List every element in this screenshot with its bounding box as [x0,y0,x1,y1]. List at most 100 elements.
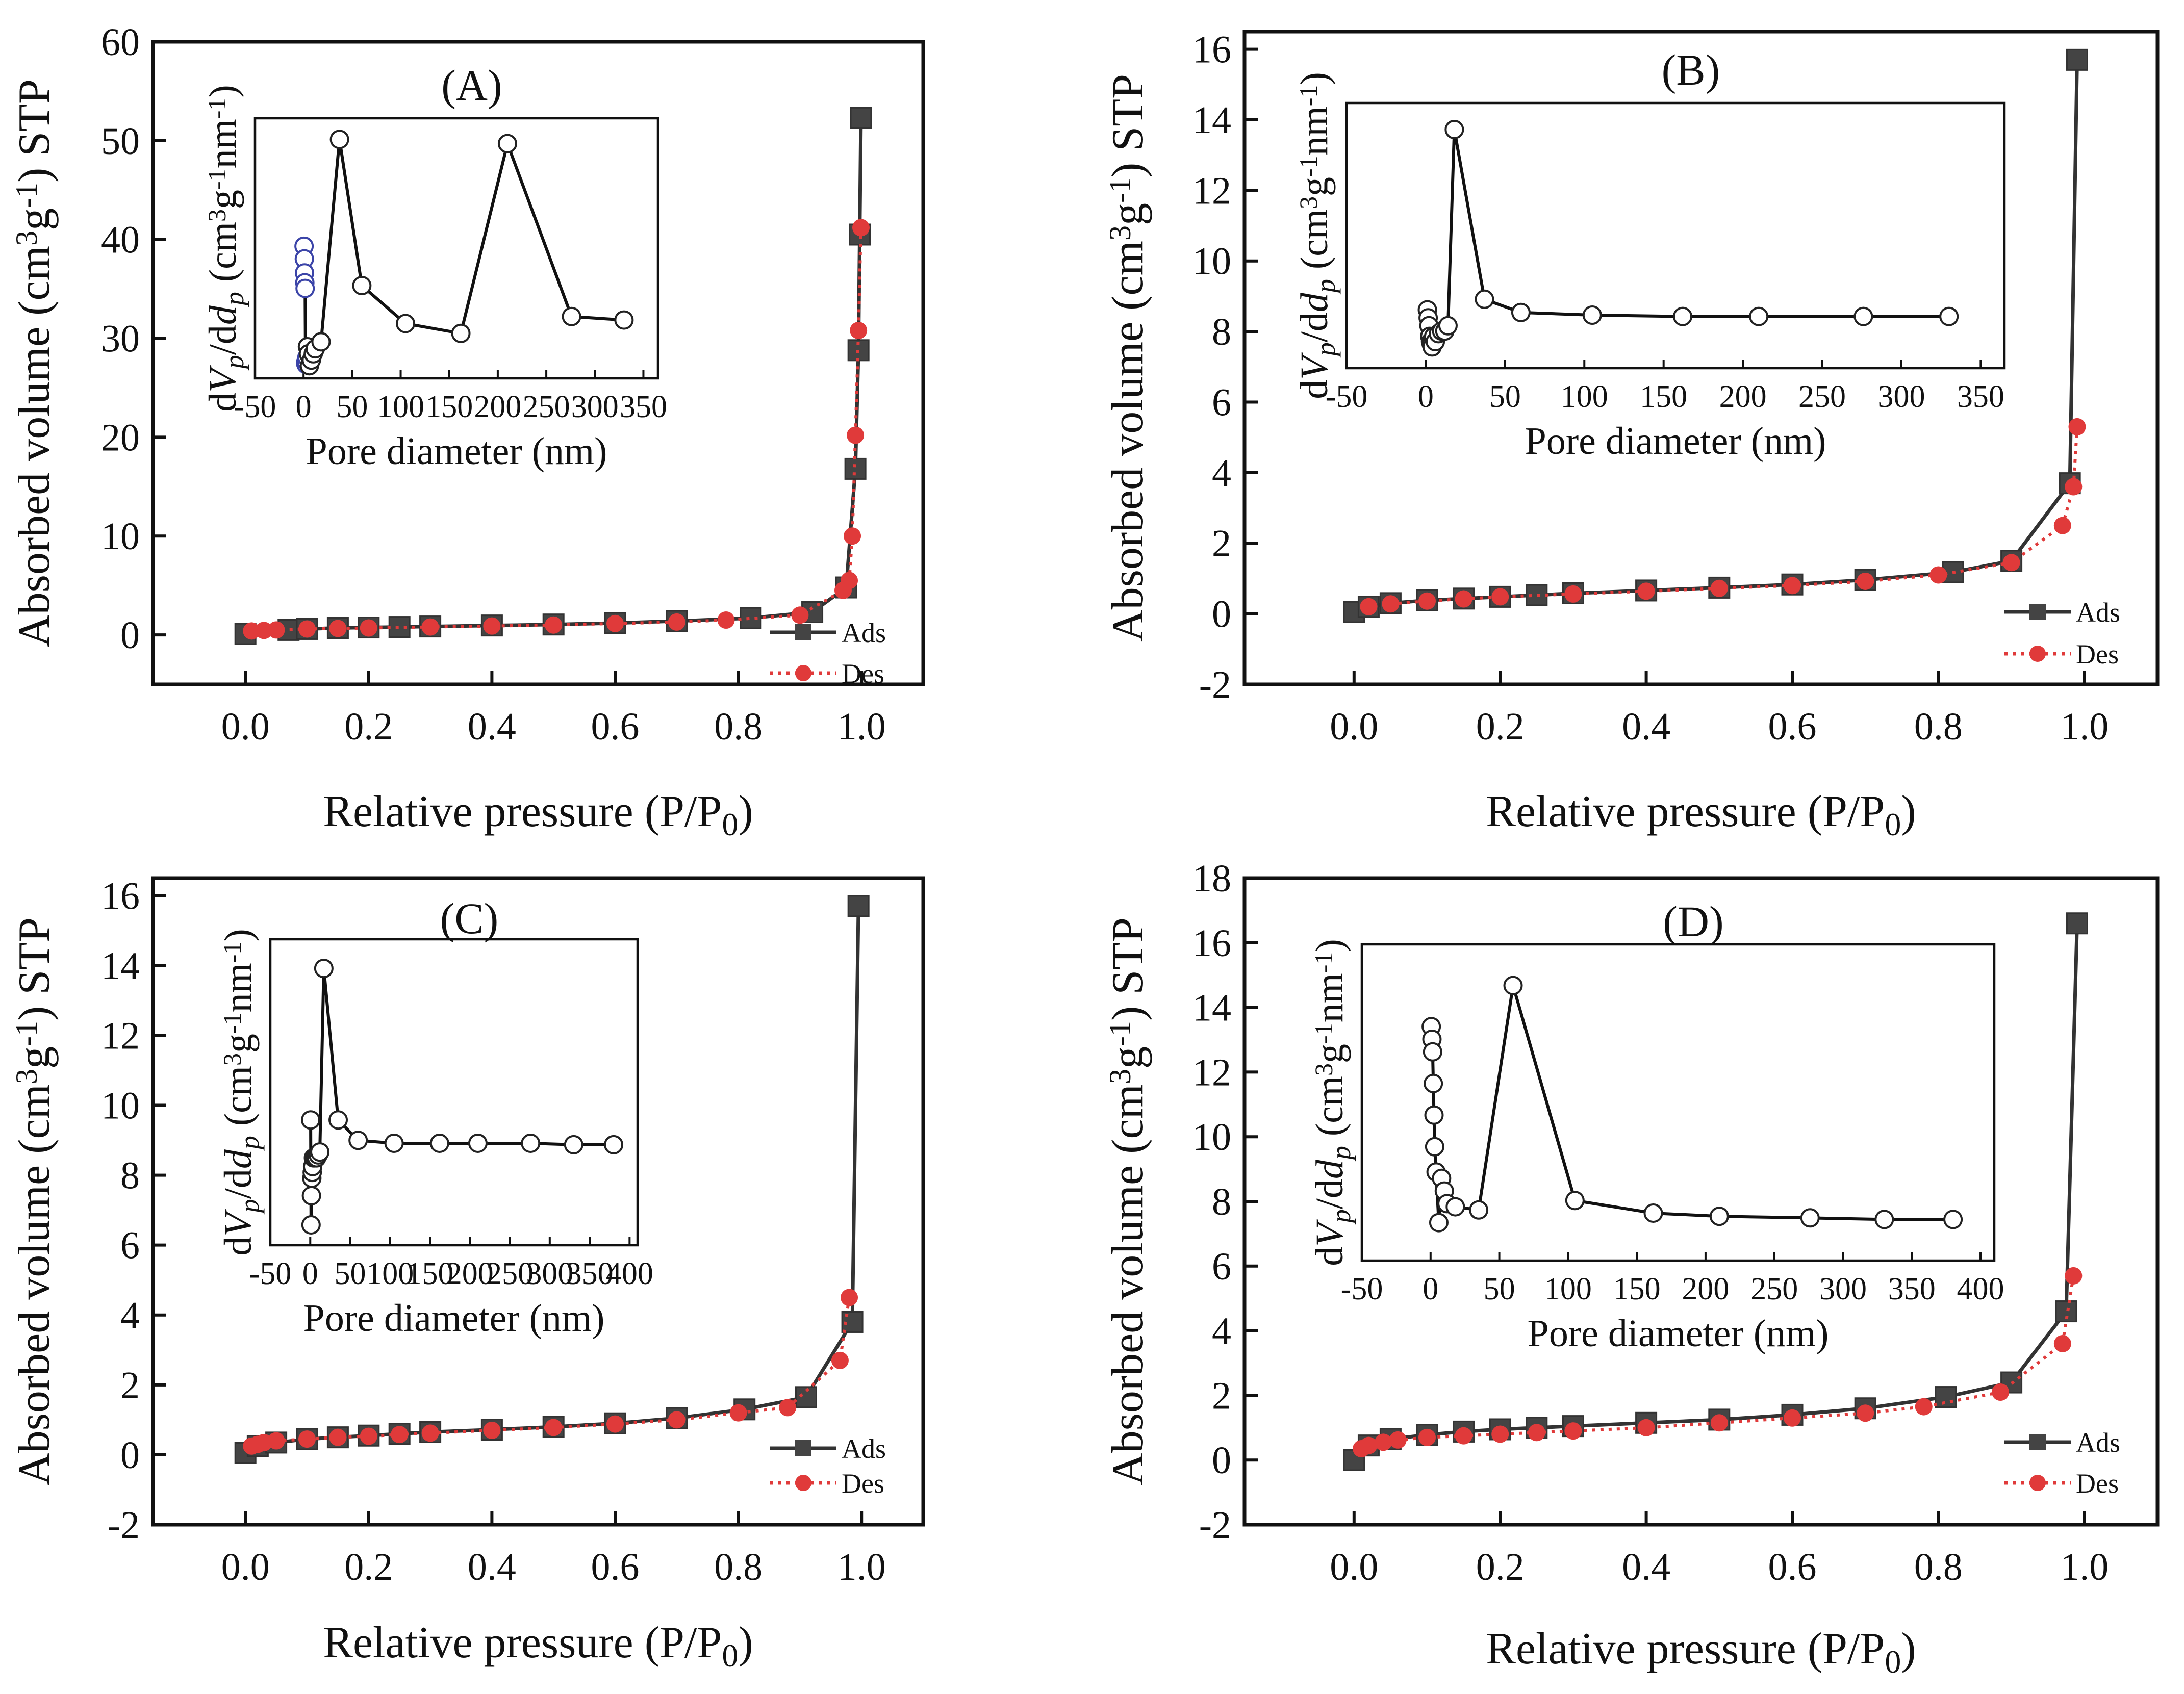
inset-point [1672,306,1692,326]
inset-point [564,1135,583,1154]
inset-point [562,306,581,326]
x-tick-label: 0.8 [714,705,763,748]
y-tick-label: 12 [101,1014,140,1057]
inset-point [301,1186,321,1205]
inset-point [1475,289,1494,309]
legend-marker-des [795,1475,811,1491]
y-tick-label: 18 [1192,857,1231,900]
x-tick-label: 0.6 [591,1546,640,1588]
y-tick-label: 4 [1212,452,1231,495]
y-tick-label: 0 [1212,1439,1231,1482]
inset-x-tick-label: 0 [302,1256,318,1291]
inset-x-tick-label: 350 [1957,379,2004,414]
legend-label-des: Des [842,1468,884,1499]
inset-point [311,332,331,352]
inset-x-tick-label: 400 [606,1256,653,1291]
des-point [360,619,377,637]
panel-b: 0.0 0.2 0.4 0.6 0.8 1.0 -2 0 2 4 6 8 10 12 14 16 Relativ… [1103,29,2160,842]
des-point [267,621,285,639]
legend-marker-ads [795,1440,811,1456]
y-tick-label: 8 [1212,1180,1231,1223]
x-tick-label: 0.4 [468,1546,516,1588]
inset-x-tick-label: 200 [1682,1272,1729,1306]
des-point [1353,1440,1370,1458]
x-tick-label: 0.6 [1768,705,1817,748]
inset-point [1445,1197,1465,1217]
des-point [1637,582,1655,600]
des-point [421,618,439,636]
y-tick-label: 2 [1212,522,1231,565]
inset-x-tick-label: -50 [1341,1272,1383,1306]
inset-x-tick-label: 350 [566,1256,614,1291]
y-tick-label: 30 [101,318,140,361]
legend-label-ads: Ads [842,1433,886,1464]
inset-point [1424,1073,1443,1093]
inset-x-tick-label: 250 [486,1256,534,1291]
inset-point [468,1134,488,1153]
y-tick-label: 50 [101,120,140,163]
y-tick-label: 0 [1212,593,1231,636]
x-tick-label: 1.0 [837,705,886,748]
x-tick-label: 0.2 [344,705,393,748]
y-tick-label: -2 [108,1504,140,1547]
inset-x-tick-label: 100 [1544,1272,1592,1306]
des-point [606,1415,624,1433]
y-tick-label: 6 [1212,1245,1231,1288]
inset-point [1565,1191,1585,1211]
y-tick-label: 14 [1192,987,1231,1030]
des-point [834,581,852,599]
des-point [545,616,563,634]
inset-x-tick-label: 100 [1561,379,1608,414]
inset-frame [1345,101,2006,370]
y-tick-label: 10 [1192,240,1231,283]
legend-marker-des [2029,646,2046,662]
x-tick-label: 0.6 [1768,1546,1817,1588]
inset-point [1582,305,1602,325]
x-tick-label: 0.2 [1476,1546,1525,1588]
des-point [1857,1404,1874,1422]
plot-frame [151,40,925,686]
inset-point [1874,1210,1894,1229]
x-tick-label: 0.4 [1622,705,1670,748]
ads-point [850,107,872,129]
y-tick-label: 10 [101,1085,140,1127]
inset-point [1749,306,1769,326]
inset-x-tick-label: 200 [446,1256,494,1291]
inset-point [1425,1137,1444,1157]
x-tick-label: 0.0 [221,1546,270,1588]
y-tick-label: 2 [1212,1374,1231,1417]
x-axis-title: Relative pressure (P/P0) [1486,787,1916,842]
inset-point [310,1142,330,1162]
inset-x-tick-label: 300 [1877,379,1925,414]
y-tick-label: 16 [1192,29,1231,71]
inset-x-tick-label: 50 [335,1256,366,1291]
y-axis-title: Absorbed volume (cm3g-1) STP [10,79,59,647]
y-tick-label: 6 [120,1224,140,1267]
des-point [668,613,685,631]
y-tick-label: 16 [1192,922,1231,965]
legend-label-ads: Ads [842,618,886,648]
des-point [1418,1428,1436,1446]
y-axis-title: Absorbed volume (cm3g-1) STP [10,917,59,1485]
des-point [329,620,347,637]
panel-label: (A) [441,61,502,110]
legend-marker-des [2029,1475,2046,1491]
des-point [1455,1427,1472,1445]
des-point [1929,566,1947,584]
des-point [545,1419,563,1436]
inset-point [451,323,471,343]
des-point [844,527,861,545]
x-tick-label: 0.0 [221,705,270,748]
panel-a: 0.0 0.2 0.4 0.6 0.8 1.0 0 10 20 30 40 50 60 Relative … [10,21,925,842]
inset-x-tick-label: -50 [234,390,276,424]
inset-x-tick-label: 250 [523,390,570,424]
inset-x-axis-title: Pore diameter (nm) [1525,420,1826,463]
y-tick-label: 2 [120,1364,140,1407]
inset-point [1643,1203,1663,1223]
x-tick-label: 1.0 [2060,705,2109,748]
panel-d: 0.0 0.2 0.4 0.6 0.8 1.0 -2 0 2 4 6 8 10 12 14 16 18 Relat… [1103,857,2160,1680]
y-tick-label: 8 [120,1154,140,1197]
